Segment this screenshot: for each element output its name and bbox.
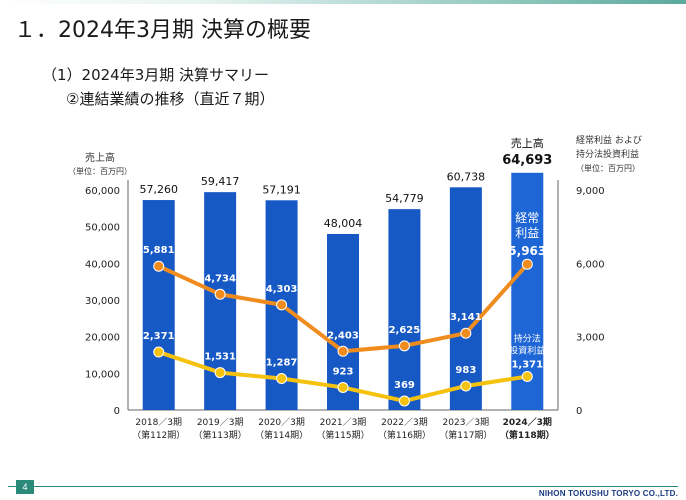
left-axis-tick-label: 0 <box>114 406 120 417</box>
equity-profit-point <box>153 346 165 358</box>
equity-profit-value-label: 1,287 <box>266 358 298 369</box>
right-axis-tick-label: 0 <box>576 406 582 417</box>
equity-profit-point <box>460 380 472 392</box>
ordinary-profit-series-label: 利益 <box>515 226 539 240</box>
equity-profit-series-label: 持分法 <box>514 332 541 344</box>
right-axis-title: 経常利益 および <box>576 134 642 146</box>
sales-value-label: 57,260 <box>139 183 178 196</box>
equity-profit-value-label: 1,531 <box>204 352 236 363</box>
left-axis-tick-label: 10,000 <box>85 369 120 380</box>
ordinary-profit-series-label: 経常 <box>515 211 539 225</box>
x-axis-category-label: 2018／3期 <box>135 417 182 428</box>
left-axis-unit: （単位：百万円） <box>68 166 132 176</box>
sales-bar <box>388 209 421 410</box>
sales-bar <box>511 172 544 410</box>
sales-value-label: 48,004 <box>324 217 363 230</box>
sales-value-label: 59,417 <box>201 175 240 188</box>
x-axis-category-label: 2023／3期 <box>443 417 490 428</box>
section-subtitle: （1）2024年3月期 決算サマリー <box>42 66 270 84</box>
sales-bar <box>142 200 175 410</box>
page-title: １．2024年3月期 決算の概要 <box>14 18 311 43</box>
footer-divider <box>8 486 678 487</box>
x-axis-term-label: （第118期） <box>500 429 555 441</box>
equity-profit-value-label: 923 <box>333 366 354 377</box>
right-axis-tick-label: 3,000 <box>576 333 605 344</box>
left-axis-tick-label: 30,000 <box>85 296 120 307</box>
ordinary-profit-value-label: 4,303 <box>266 284 298 295</box>
x-axis-term-label: （第114期） <box>255 429 308 441</box>
ordinary-profit-point <box>276 299 288 311</box>
x-axis-term-label: （第117期） <box>439 429 492 441</box>
equity-profit-value-label: 369 <box>394 380 415 391</box>
ordinary-profit-value-label: 3,141 <box>450 312 482 323</box>
sales-value-label: 57,191 <box>262 183 301 196</box>
equity-profit-series-label: 投資利益 <box>509 344 545 356</box>
right-axis-title: 持分法投資利益 <box>576 148 639 160</box>
equity-profit-value-label: 983 <box>455 365 476 376</box>
page-number: 4 <box>16 480 34 494</box>
right-axis-unit: （単位：百万円） <box>576 163 640 173</box>
sales-value-label: 60,738 <box>447 170 486 183</box>
sales-value-label: 54,779 <box>385 192 424 205</box>
ordinary-profit-value-label: 2,625 <box>389 325 421 336</box>
x-axis-category-label: 2019／3期 <box>197 417 244 428</box>
ordinary-profit-point <box>460 327 472 339</box>
x-axis-term-label: （第116期） <box>378 429 431 441</box>
left-axis-title: 売上高 <box>85 151 115 164</box>
x-axis-category-label: 2021／3期 <box>320 417 367 428</box>
right-axis-tick-label: 6,000 <box>576 259 605 270</box>
left-axis-tick-label: 50,000 <box>85 223 120 234</box>
sales-value-label: 64,693 <box>502 153 552 168</box>
x-axis-category-label: 2020／3期 <box>258 417 305 428</box>
ordinary-profit-point <box>214 288 226 300</box>
equity-profit-point <box>276 373 288 385</box>
ordinary-profit-value-label: 4,734 <box>204 273 236 284</box>
equity-profit-point <box>398 395 410 407</box>
right-axis-tick-label: 9,000 <box>576 186 605 197</box>
header-accent-bar <box>0 0 686 4</box>
ordinary-profit-point <box>398 340 410 352</box>
ordinary-profit-point <box>153 260 165 272</box>
sales-bar <box>327 233 359 410</box>
x-axis-category-label: 2022／3期 <box>381 417 428 428</box>
ordinary-profit-value-label: 2,403 <box>327 330 359 341</box>
x-axis-term-label: （第115期） <box>316 429 369 441</box>
left-axis-tick-label: 40,000 <box>85 259 120 270</box>
ordinary-profit-point <box>521 258 533 270</box>
ordinary-profit-value-label: 5,881 <box>143 245 175 256</box>
equity-profit-point <box>337 381 349 393</box>
left-axis-tick-label: 20,000 <box>85 333 120 344</box>
ordinary-profit-point <box>337 345 349 357</box>
x-axis-category-label: 2024／3期 <box>503 416 552 428</box>
sales-bar <box>449 187 482 410</box>
equity-profit-value-label: 1,371 <box>511 359 543 370</box>
equity-profit-point <box>521 370 533 382</box>
x-axis-term-label: （第113期） <box>194 429 247 441</box>
equity-profit-value-label: 2,371 <box>143 331 175 342</box>
x-axis-term-label: （第112期） <box>132 429 185 441</box>
ordinary-profit-value-label: 5,963 <box>508 244 546 258</box>
chart-subtitle: ②連結業績の推移（直近７期） <box>66 90 275 108</box>
company-name: NIHON TOKUSHU TORYO CO.,LTD. <box>538 489 678 498</box>
left-axis-tick-label: 60,000 <box>85 186 120 197</box>
sales-series-label: 売上高 <box>511 136 544 150</box>
equity-profit-point <box>214 367 226 379</box>
